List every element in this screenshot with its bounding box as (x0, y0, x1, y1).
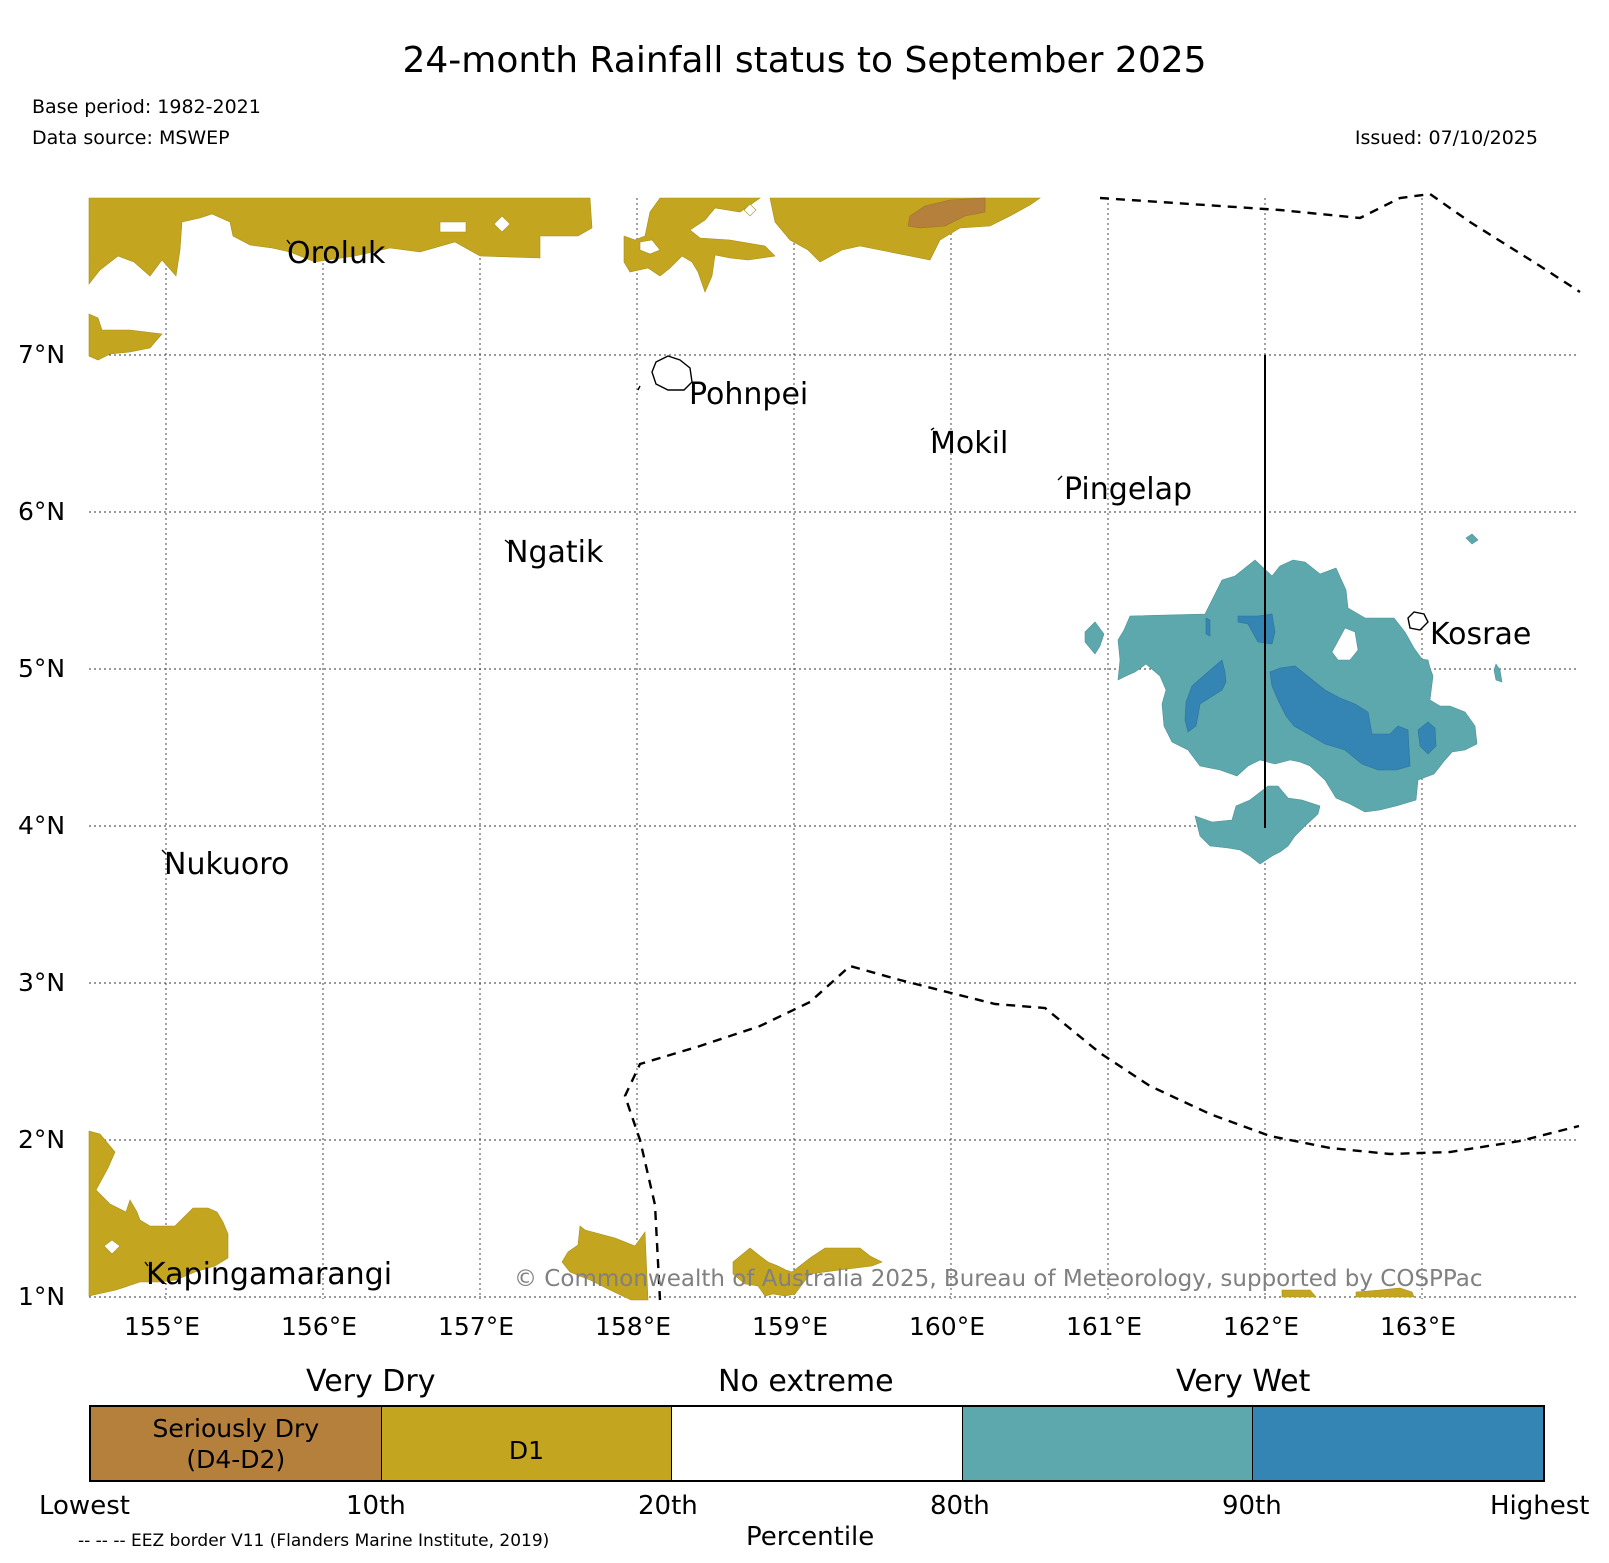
legend-swatch-very-wet (962, 1407, 1254, 1480)
legend-swatch-d1: D1 (381, 1407, 673, 1480)
percentile-label: 10th (346, 1491, 406, 1521)
lon-tick: 160°E (909, 1312, 986, 1341)
copyright-notice: © Commonwealth of Australia 2025, Bureau… (514, 1266, 1483, 1292)
place-label-mokil: Mokil (930, 426, 1009, 461)
pohnpei-island (651, 355, 693, 391)
place-label-oroluk: Oroluk (287, 236, 386, 271)
percentile-label: Lowest (39, 1491, 130, 1521)
lon-tick: 163°E (1380, 1312, 1457, 1341)
eez-note: -- -- -- EEZ border V11 (Flanders Marine… (78, 1531, 550, 1551)
lon-tick: 161°E (1066, 1312, 1143, 1341)
lat-tick: 5°N (18, 654, 66, 683)
legend-colorbar: Seriously Dry (D4-D2) D1 (89, 1405, 1545, 1482)
issued-date: Issued: 07/10/2025 (1354, 127, 1538, 149)
kosrae-island (1407, 611, 1429, 631)
lat-tick: 2°N (18, 1125, 66, 1154)
legend-swatch-no-extreme (672, 1407, 963, 1480)
lon-tick: 157°E (438, 1312, 515, 1341)
lon-tick: 162°E (1223, 1312, 1300, 1341)
map-title: 24-month Rainfall status to September 20… (402, 40, 1207, 81)
legend-header-no-extreme: No extreme (718, 1364, 894, 1399)
legend-swatch-seriously-dry: Seriously Dry (D4-D2) (91, 1407, 382, 1480)
percentile-label: Highest (1490, 1491, 1590, 1521)
data-source: Data source: MSWEP (32, 127, 230, 149)
lat-tick: 1°N (18, 1282, 66, 1311)
place-label-nukuoro: Nukuoro (164, 847, 290, 882)
lat-tick: 7°N (18, 340, 66, 369)
percentile-axis-label: Percentile (746, 1522, 875, 1552)
lon-tick: 158°E (595, 1312, 672, 1341)
place-label-ngatik: Ngatik (506, 535, 604, 570)
lat-tick: 4°N (18, 811, 66, 840)
percentile-label: 20th (638, 1491, 698, 1521)
eez-borders (623, 192, 1581, 1301)
percentile-label: 80th (930, 1491, 990, 1521)
place-label-kosrae: Kosrae (1430, 617, 1532, 652)
place-label-kapingamarangi: Kapingamarangi (146, 1257, 393, 1292)
dry-region-holes (103, 203, 757, 1255)
legend-header-very-dry: Very Dry (306, 1364, 436, 1399)
legend-swatch-very-wet-high (1253, 1407, 1543, 1480)
lat-tick: 3°N (18, 968, 66, 997)
lon-tick: 155°E (124, 1312, 201, 1341)
island-outlines (144, 239, 1429, 1267)
percentile-label: 90th (1222, 1491, 1282, 1521)
place-label-pohnpei: Pohnpei (689, 377, 809, 412)
lon-tick: 159°E (752, 1312, 829, 1341)
lat-tick: 6°N (18, 497, 66, 526)
wet-region-hole (1331, 627, 1359, 661)
seriously-dry-region (907, 197, 986, 229)
legend-header-very-wet: Very Wet (1176, 1364, 1311, 1399)
place-label-pingelap: Pingelap (1064, 472, 1193, 507)
base-period: Base period: 1982-2021 (32, 96, 261, 118)
lon-tick: 156°E (281, 1312, 358, 1341)
